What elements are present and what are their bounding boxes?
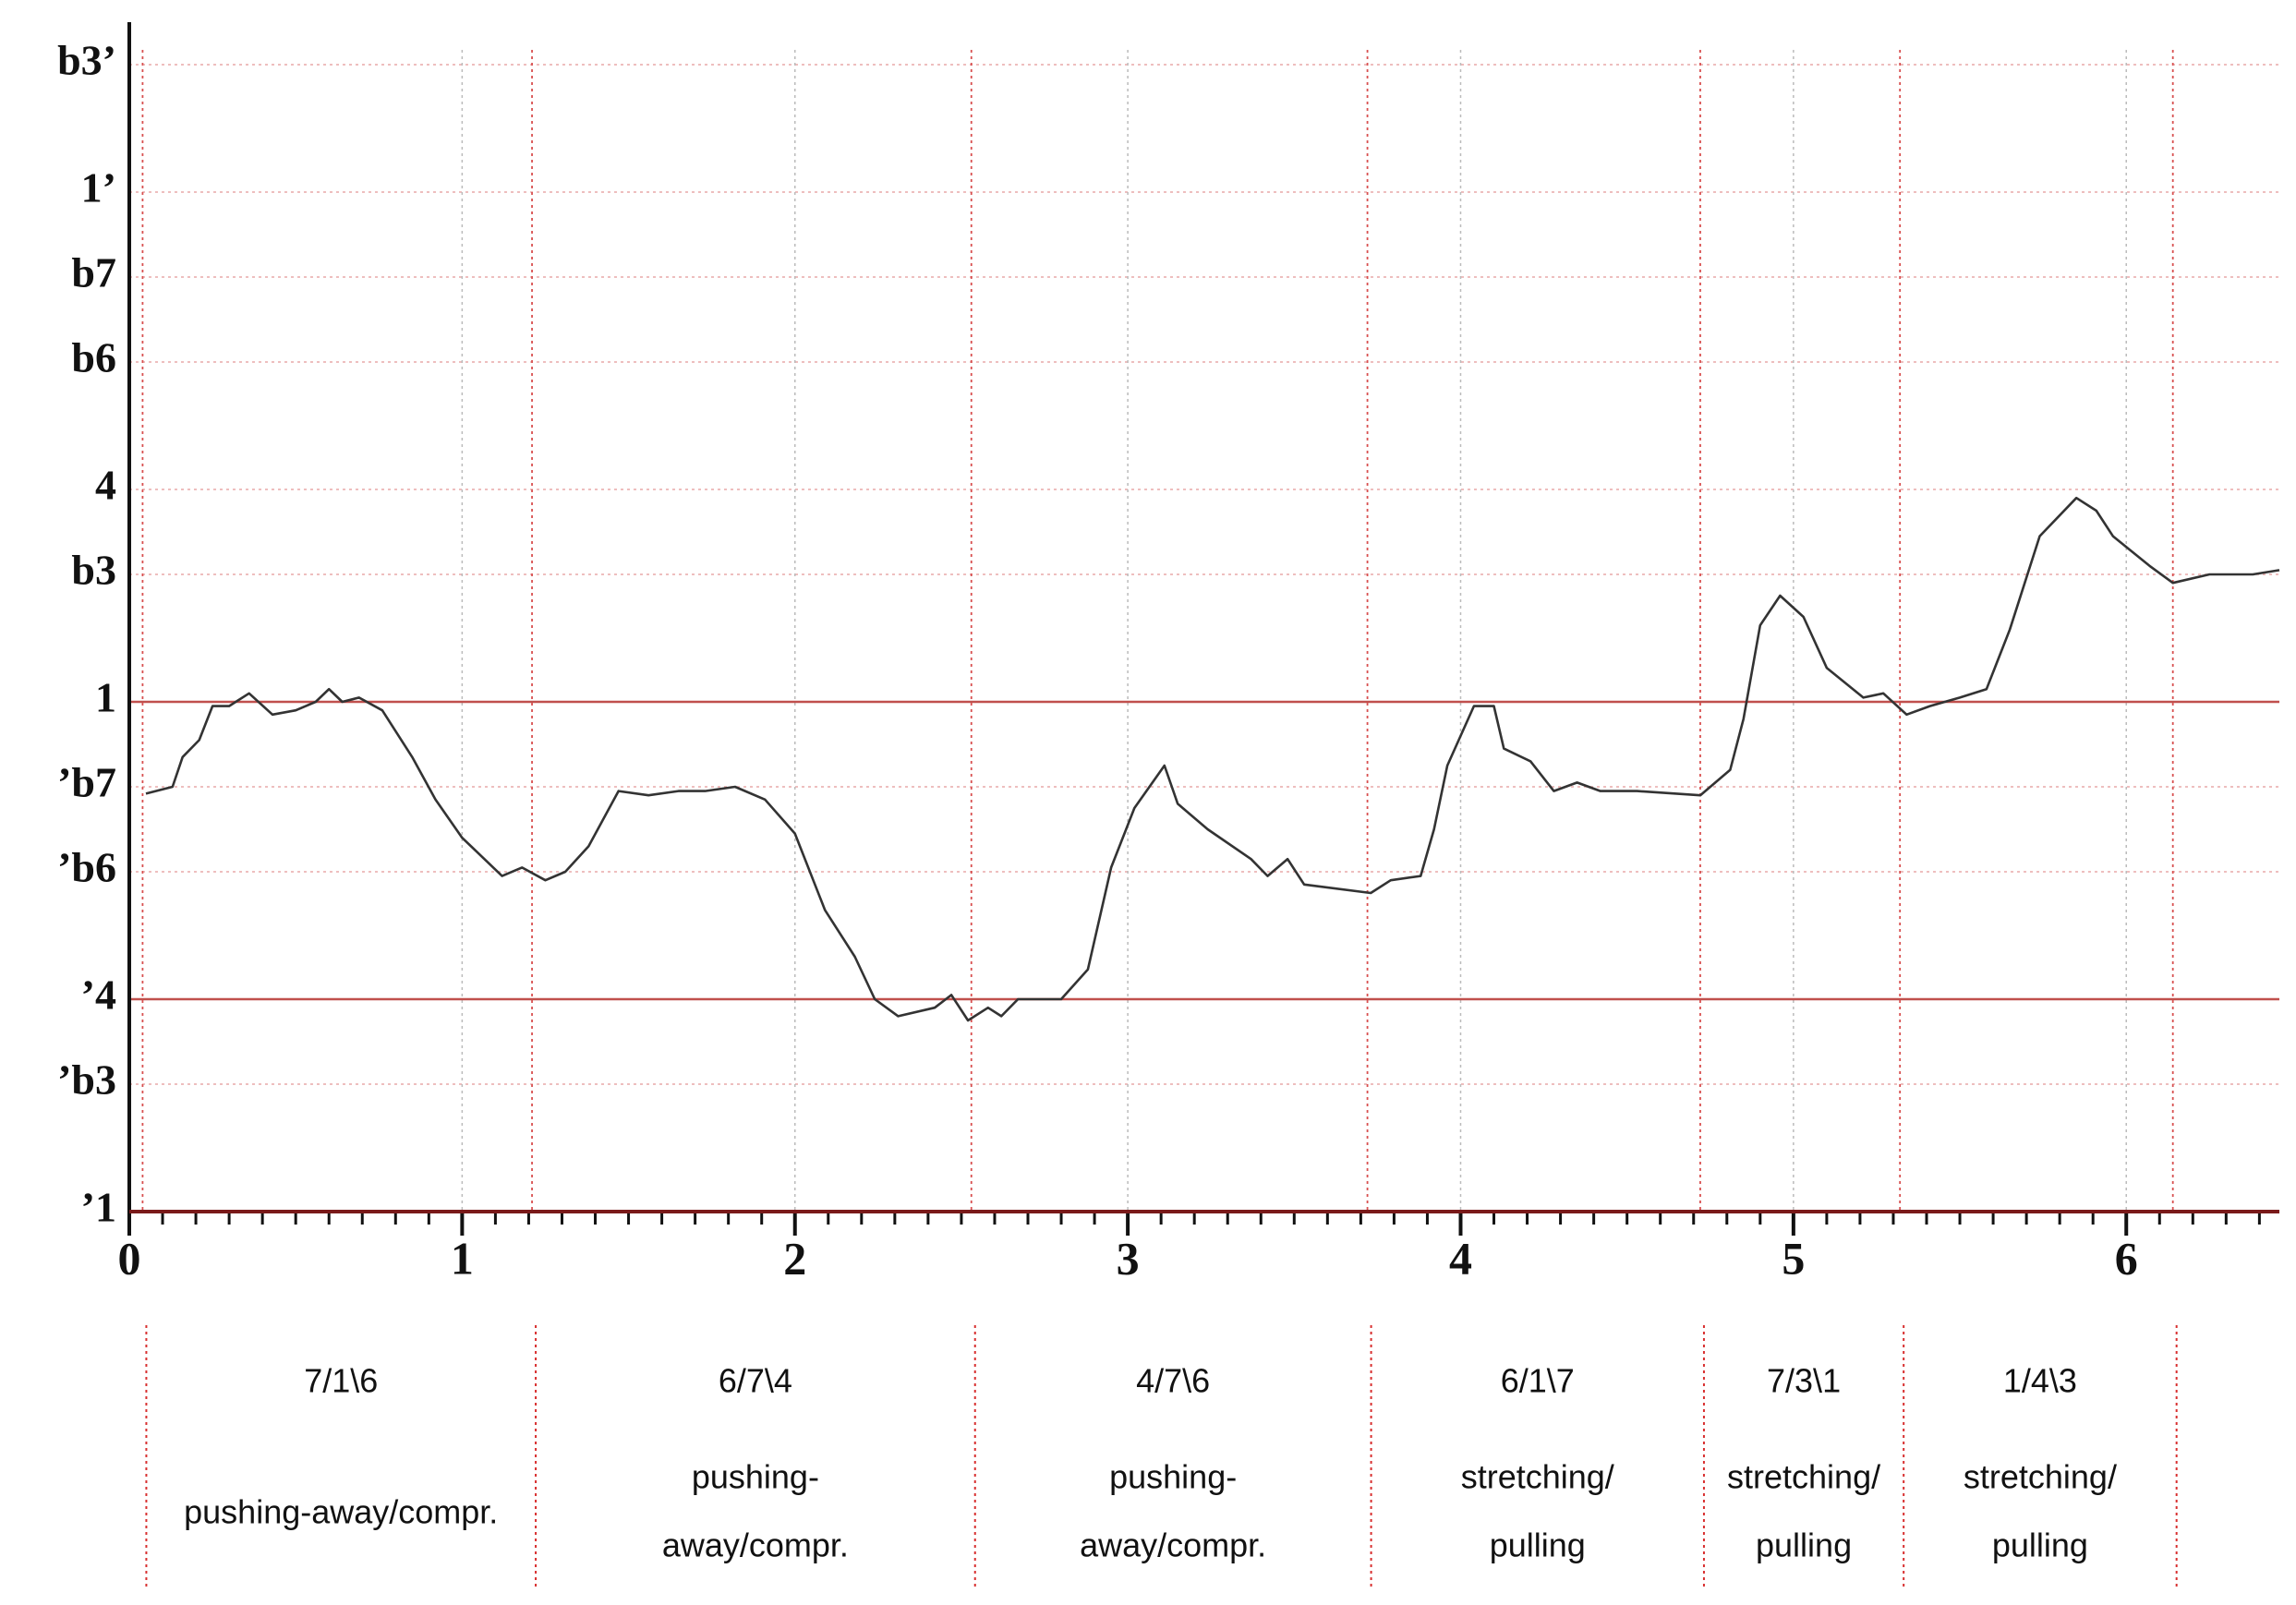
x-tick-label: 0 xyxy=(118,1232,141,1284)
segment-description: away/compr. xyxy=(1080,1527,1266,1564)
x-tick-label: 6 xyxy=(2115,1232,2138,1284)
y-tick-label: b3’ xyxy=(57,37,116,84)
x-tick-label: 4 xyxy=(1449,1232,1472,1284)
y-tick-label: b3 xyxy=(71,547,116,594)
pitch-line xyxy=(145,496,2280,1022)
segment-description: pushing- xyxy=(692,1458,819,1496)
segment-description: pushing- xyxy=(1109,1458,1237,1496)
segment-description: stretching/ xyxy=(1964,1458,2117,1496)
segment-chord: 6/7\4 xyxy=(719,1362,792,1400)
x-tick-label: 5 xyxy=(1782,1232,1805,1284)
segment-chord: 7/3\1 xyxy=(1767,1362,1841,1400)
segment-chord: 1/4\3 xyxy=(2003,1362,2077,1400)
y-tick-label: ’1 xyxy=(81,1184,116,1231)
y-tick-label: ’b3 xyxy=(57,1056,116,1104)
segment-chord: 7/1\6 xyxy=(304,1362,378,1400)
x-tick-label: 1 xyxy=(451,1232,474,1284)
y-tick-label: ’4 xyxy=(81,971,116,1019)
segment-description: stretching/ xyxy=(1727,1458,1880,1496)
x-tick-label: 2 xyxy=(783,1232,806,1284)
segment-chord: 4/7\6 xyxy=(1136,1362,1210,1400)
y-tick-label: 1’ xyxy=(81,164,116,211)
y-tick-label: 4 xyxy=(95,462,116,509)
y-tick-label: b7 xyxy=(71,249,116,296)
y-tick-label: ’b6 xyxy=(57,844,116,891)
y-tick-label: b6 xyxy=(71,334,116,381)
segment-description: away/compr. xyxy=(662,1527,849,1564)
segment-description: pushing-away/compr. xyxy=(184,1493,498,1531)
segment-description: pulling xyxy=(1490,1527,1586,1564)
x-tick-label: 3 xyxy=(1117,1232,1140,1284)
y-tick-label: 1 xyxy=(95,674,116,721)
segment-description: pulling xyxy=(1756,1527,1852,1564)
segment-description: stretching/ xyxy=(1461,1458,1614,1496)
segment-chord: 6/1\7 xyxy=(1501,1362,1575,1400)
segment-description: pulling xyxy=(1992,1527,2088,1564)
y-tick-label: ’b7 xyxy=(57,759,116,806)
